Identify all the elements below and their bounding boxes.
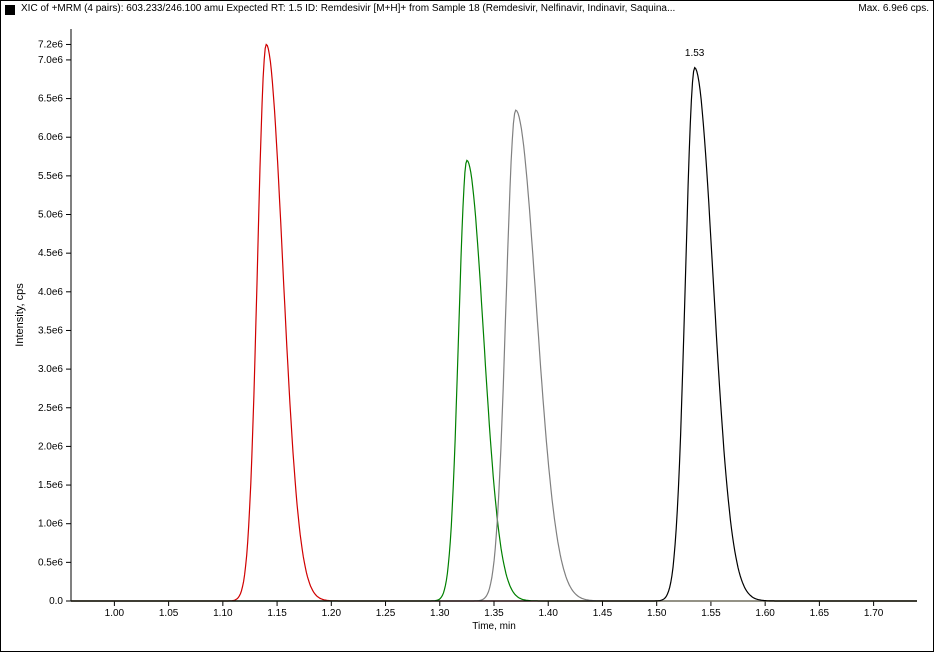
peak-label: 1.53 <box>685 48 705 59</box>
green-trace <box>71 160 917 601</box>
y-tick-label: 2.5e6 <box>38 403 63 414</box>
y-tick-label: 0.0 <box>49 596 63 607</box>
y-tick-label: 3.0e6 <box>38 364 63 375</box>
chart-frame: XIC of +MRM (4 pairs): 603.233/246.100 a… <box>0 0 934 652</box>
red-trace <box>71 45 917 602</box>
y-tick-label: 6.0e6 <box>38 132 63 143</box>
y-tick-label: 2.0e6 <box>38 441 63 452</box>
x-tick-label: 1.15 <box>267 608 287 619</box>
y-tick-label: 0.5e6 <box>38 557 63 568</box>
x-tick-label: 1.55 <box>701 608 721 619</box>
x-tick-label: 1.45 <box>593 608 613 619</box>
y-tick-label: 5.5e6 <box>38 171 63 182</box>
x-tick-label: 1.00 <box>105 608 125 619</box>
y-axis-label: Intensity, cps <box>14 283 26 347</box>
x-tick-label: 1.50 <box>647 608 667 619</box>
x-tick-label: 1.40 <box>538 608 558 619</box>
x-tick-label: 1.05 <box>159 608 179 619</box>
chromatogram-plot: 1.00 1.05 1.10 1.15 1.20 1.25 1.30 1.35 1.40 1.45… <box>1 1 934 653</box>
y-tick-label: 7.0e6 <box>38 55 63 66</box>
x-tick-label: 1.35 <box>484 608 504 619</box>
x-tick-label: 1.60 <box>755 608 775 619</box>
gray-trace <box>71 110 917 601</box>
x-tick-label: 1.20 <box>322 608 342 619</box>
x-tick-label: 1.10 <box>213 608 233 619</box>
x-tick-label: 1.70 <box>864 608 884 619</box>
y-tick-label: 7.2e6 <box>38 39 63 50</box>
y-tick-label: 1.0e6 <box>38 519 63 530</box>
x-tick-label: 1.30 <box>430 608 450 619</box>
y-tick-label: 4.0e6 <box>38 287 63 298</box>
x-tick-label: 1.25 <box>376 608 396 619</box>
x-tick-label: 1.65 <box>810 608 830 619</box>
x-axis-label: Time, min <box>472 621 516 632</box>
y-tick-label: 1.5e6 <box>38 480 63 491</box>
y-tick-label: 5.0e6 <box>38 210 63 221</box>
black-trace <box>71 68 917 601</box>
y-tick-label: 6.5e6 <box>38 94 63 105</box>
y-tick-label: 4.5e6 <box>38 248 63 259</box>
y-tick-label: 3.5e6 <box>38 325 63 336</box>
